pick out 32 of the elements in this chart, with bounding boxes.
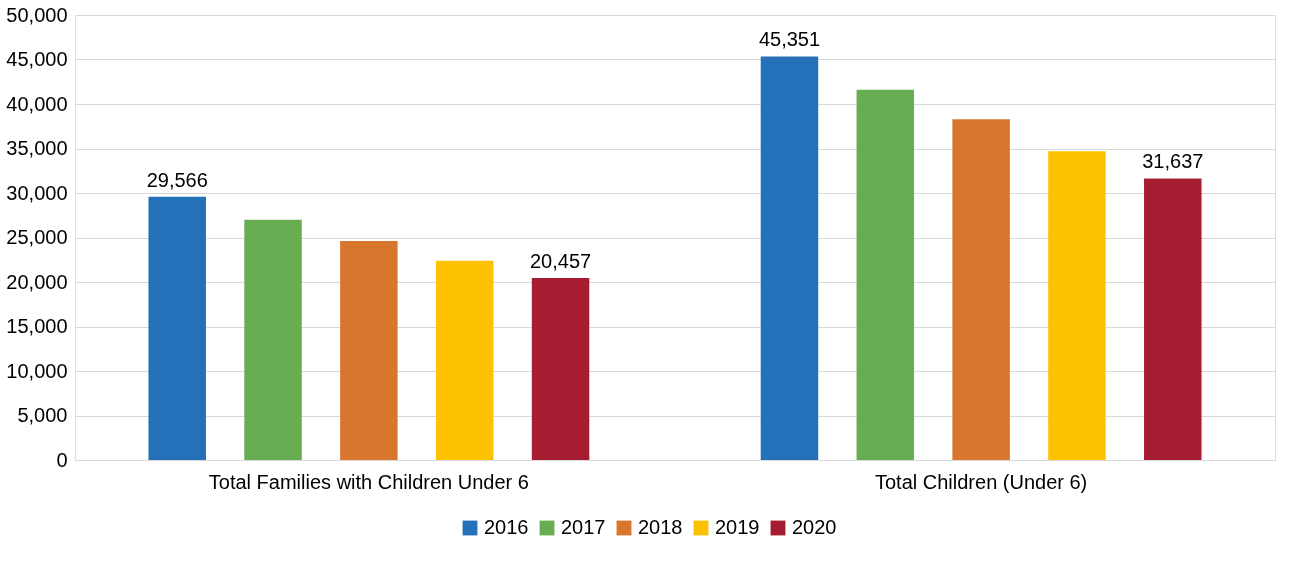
legend-label: 2020 [792,516,837,538]
bar [1144,178,1202,460]
bar [435,260,494,460]
y-tick-label: 25,000 [6,226,68,248]
y-tick-label: 35,000 [6,137,68,159]
y-tick-label: 5,000 [17,404,68,426]
data-label: 31,637 [1142,150,1204,173]
y-tick-label: 50,000 [6,3,68,26]
y-tick-label: 15,000 [6,315,68,337]
data-label: 29,566 [146,168,208,191]
y-tick-label: 40,000 [6,92,68,115]
bar [952,119,1010,460]
bar [1048,151,1106,460]
y-tick-label: 30,000 [6,181,68,204]
x-tick-label: Total Families with Children Under 6 [208,470,529,493]
legend-label: 2019 [715,516,760,538]
y-tick-label: 20,000 [6,270,68,293]
bar [244,219,302,460]
y-tick-label: 0 [56,448,68,471]
data-label: 45,351 [758,28,821,51]
legend-label: 2018 [638,516,683,538]
bar [148,196,206,460]
legend-label: 2017 [561,516,606,538]
legend-label: 2016 [484,516,529,538]
bar [760,56,819,460]
bar [340,241,398,460]
y-tick-label: 10,000 [6,359,68,382]
x-tick-label: Total Children (Under 6) [874,470,1088,493]
bar [856,89,915,460]
bar [531,277,590,460]
y-tick-label: 45,000 [6,48,68,70]
data-label: 20,457 [529,249,592,272]
